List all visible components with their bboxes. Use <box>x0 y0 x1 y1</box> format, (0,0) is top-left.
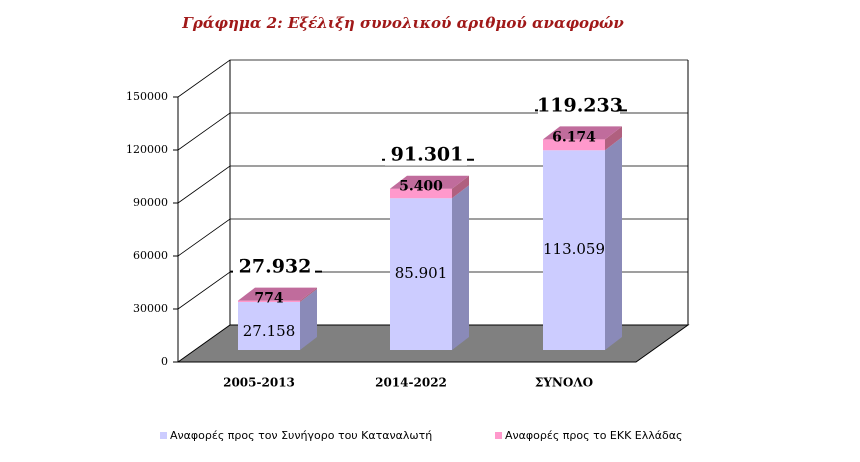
x-tick-label: 2014-2022 <box>375 376 447 390</box>
total-bg <box>385 147 467 166</box>
legend-label: Αναφορές προς το ΕΚΚ Ελλάδας <box>505 429 682 442</box>
legend-swatch <box>495 432 502 439</box>
bar-front <box>543 150 605 350</box>
value-label: 6.174 <box>552 129 596 145</box>
bar-front <box>390 198 452 350</box>
chart-title: Γράφημα 2: Εξέλιξη συνολικού αριθμού ανα… <box>181 14 624 32</box>
bar-side <box>452 185 469 350</box>
value-label: 113.059 <box>543 240 605 258</box>
bar-front <box>390 188 452 199</box>
bar-side <box>300 287 317 303</box>
value-label: 774 <box>254 291 283 307</box>
bar-side <box>452 175 469 199</box>
bar-side <box>605 126 622 151</box>
value-label: 5.400 <box>399 179 443 195</box>
total-bg <box>233 259 315 278</box>
y-tick-label: 150000 <box>126 90 168 103</box>
bar-side <box>300 289 317 350</box>
total-label: 91.301 <box>391 144 464 166</box>
y-tick-label: 90000 <box>133 196 168 209</box>
y-tick-label: 120000 <box>126 143 168 156</box>
total-bg <box>538 98 620 117</box>
legend-label: Αναφορές προς τον Συνήγορο του Καταναλωτ… <box>170 429 432 442</box>
grid-line <box>177 59 688 98</box>
legend-swatch <box>160 432 167 439</box>
value-label: 85.901 <box>395 264 448 282</box>
bar-top <box>390 175 469 189</box>
bar-side <box>605 137 622 350</box>
value-label: 27.158 <box>243 322 296 340</box>
y-tick-label: 30000 <box>133 302 168 315</box>
bar-top <box>543 126 622 140</box>
total-label: 119.233 <box>537 94 623 116</box>
bar-front <box>543 139 605 151</box>
bar-front <box>238 300 300 303</box>
grid-line <box>177 218 688 257</box>
grid-line <box>177 112 688 151</box>
bar-front <box>238 302 300 350</box>
total-label: 27.932 <box>239 256 312 278</box>
y-tick-label: 0 <box>161 355 168 368</box>
y-tick-label: 60000 <box>133 249 168 262</box>
bar-top <box>238 287 317 301</box>
x-tick-label: 2005-2013 <box>223 376 295 390</box>
x-tick-label: ΣΥΝΟΛΟ <box>535 376 593 390</box>
grid-line <box>177 165 688 204</box>
